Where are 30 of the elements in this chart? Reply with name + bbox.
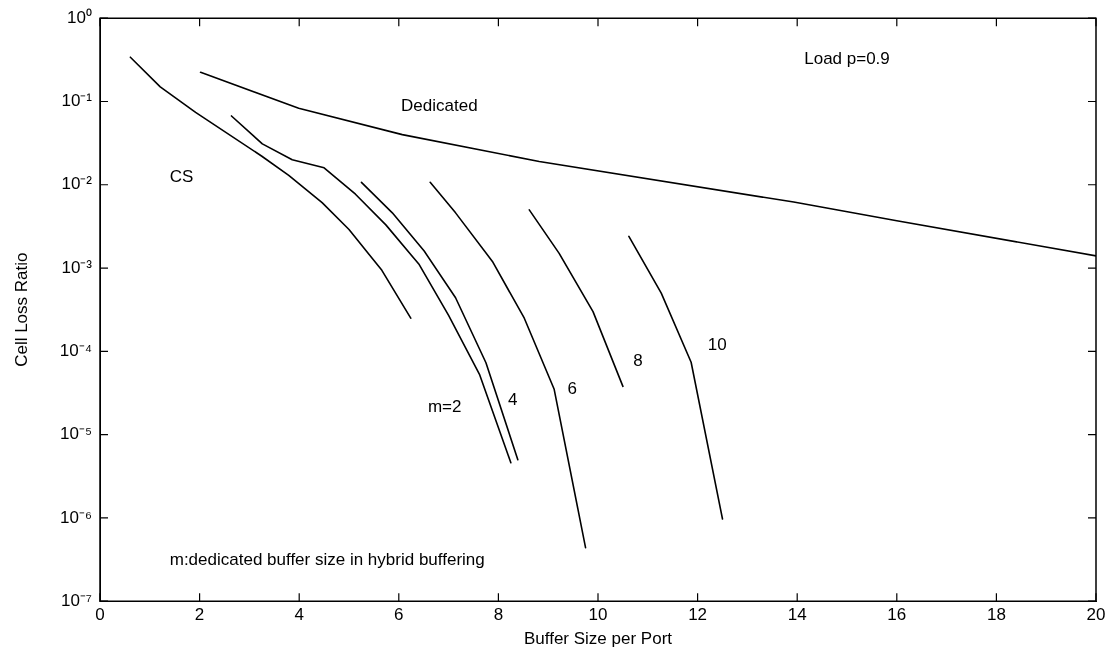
series-label: 6: [567, 379, 577, 398]
y-tick-label: 10⁻³: [61, 257, 93, 277]
series-label: 4: [508, 390, 518, 410]
y-tick-label: 10⁻⁵: [60, 424, 92, 444]
y-tick-label: 10⁻²: [61, 174, 93, 194]
annotation: m:dedicated buffer size in hybrid buffering: [169, 550, 485, 570]
series-label: m=2: [427, 397, 462, 417]
x-tick-label: 4: [294, 605, 304, 625]
y-tick-label: 10⁻⁴: [59, 341, 92, 361]
x-tick-label: 14: [787, 605, 807, 625]
series-label: 10: [707, 334, 727, 354]
x-axis-title: Buffer Size per Port: [523, 629, 673, 649]
x-tick-label: 2: [194, 605, 205, 625]
x-tick-label: 6: [394, 605, 404, 625]
x-tick-label: 10: [588, 605, 608, 625]
x-tick-label: 16: [887, 605, 907, 625]
series-label: Dedicated: [401, 95, 478, 115]
y-tick-label: 10⁻⁶: [60, 507, 92, 527]
text: CS: [169, 167, 194, 187]
y-tick-label: 10⁻¹: [61, 91, 93, 111]
x-tick-label: 12: [688, 605, 708, 625]
annotation: Load p=0.9: [804, 48, 890, 68]
x-tick-label: 18: [986, 605, 1006, 625]
y-tick-label: 10⁻⁷: [60, 590, 92, 610]
x-tick-label: 8: [493, 605, 504, 625]
x-tick-label: 20: [1086, 605, 1106, 625]
y-axis-title: Cell Loss Ratio: [11, 252, 31, 367]
x-tick-label: 0: [95, 605, 105, 625]
series-label: 8: [633, 350, 643, 370]
y-tick-label: 10⁰: [67, 7, 92, 27]
